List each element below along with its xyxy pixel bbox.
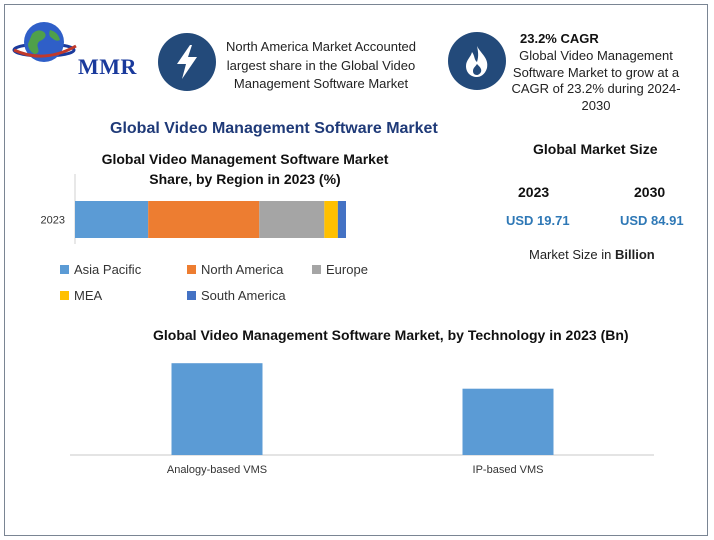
- legend-swatch: [187, 291, 196, 300]
- legend-label: MEA: [74, 288, 103, 303]
- cagr-info-text: Global Video Management Software Market …: [511, 48, 681, 113]
- region-share-chart: 2023: [41, 174, 346, 244]
- flame-icon: [448, 32, 506, 90]
- bar-segment-asia-pacific: [75, 201, 149, 238]
- region-chart-title: Global Video Management Software Market …: [101, 151, 389, 187]
- bar-segment-mea: [324, 201, 338, 238]
- unit-prefix: Market Size in: [529, 247, 615, 262]
- legend-label: Europe: [326, 262, 368, 277]
- legend-label: South America: [201, 288, 286, 303]
- technology-chart-title: Global Video Management Software Market,…: [153, 327, 629, 343]
- mmr-logo: MMR: [12, 16, 144, 79]
- market-size-title: Global Market Size: [533, 141, 658, 157]
- lightning-bolt-icon: [158, 33, 216, 91]
- north-america-info-text: North America Market Accounted largest s…: [225, 39, 417, 91]
- legend-item-europe: Europe: [312, 262, 368, 277]
- technology-bar-chart: Analogy-based VMS IP-based VMS: [70, 363, 654, 476]
- legend-item-north-america: North America: [187, 262, 283, 277]
- x-tick-label: IP-based VMS: [473, 464, 544, 476]
- year-2023-label: 2023: [518, 184, 550, 200]
- legend-swatch: [187, 265, 196, 274]
- page-title: Global Video Management Software Market: [110, 120, 438, 137]
- bar-ip-based-vms: [462, 388, 554, 455]
- legend-item-asia-pacific: Asia Pacific: [60, 262, 141, 277]
- infographic-frame: [4, 4, 708, 536]
- market-size-unit: Market Size in Billion: [529, 247, 655, 262]
- value-2030: USD 84.91: [620, 213, 684, 228]
- bar-segment-south-america: [337, 201, 346, 238]
- value-2023: USD 19.71: [506, 213, 570, 228]
- bar-segment-europe: [259, 201, 325, 238]
- legend-swatch: [60, 265, 69, 274]
- x-tick-label: Analogy-based VMS: [167, 464, 267, 476]
- legend-item-mea: MEA: [60, 288, 102, 303]
- logo-text: MMR: [78, 54, 137, 79]
- cagr-title: 23.2% CAGR: [520, 31, 599, 46]
- legend-label: Asia Pacific: [74, 262, 142, 277]
- bar-analogy-based-vms: [171, 363, 263, 455]
- category-label: 2023: [41, 215, 65, 227]
- unit-bold: Billion: [614, 247, 655, 262]
- legend-item-south-america: South America: [187, 288, 286, 303]
- bar-segment-north-america: [148, 201, 260, 238]
- legend-label: North America: [201, 262, 284, 277]
- year-2030-label: 2030: [634, 184, 666, 200]
- globe-icon: [12, 22, 77, 62]
- legend-swatch: [60, 291, 69, 300]
- legend-swatch: [312, 265, 321, 274]
